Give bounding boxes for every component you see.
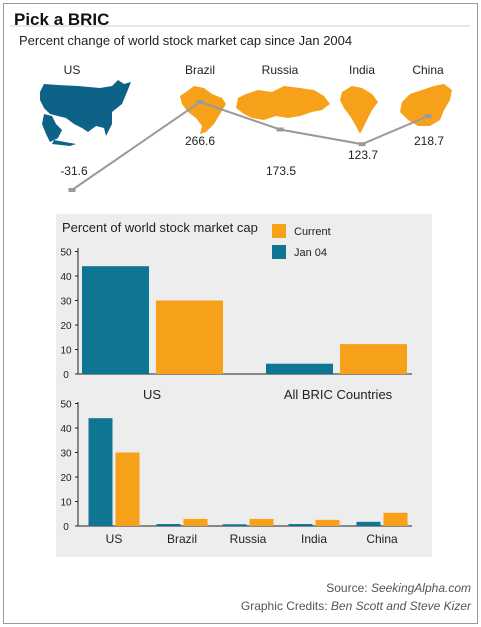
credits-line: Graphic Credits: Ben Scott and Steve Kiz…: [241, 597, 471, 615]
legend-swatch: [272, 245, 286, 259]
percent-change-chart: US -31.6 Brazil 266.6 Russia 173.5 India 123.7 C…: [60, 63, 444, 192]
percent-change-value-label: 218.7: [414, 134, 444, 148]
category-label: US: [106, 532, 123, 546]
brazil-map-icon: [180, 86, 226, 134]
legend-swatch: [272, 224, 286, 238]
bar-chart-market-cap-by-country: 0 10 20 30 40 50 US Brazil Russia India China: [60, 400, 412, 546]
page-subtitle: Percent change of world stock market cap…: [19, 33, 353, 48]
category-label: All BRIC Countries: [284, 387, 393, 402]
source-label: Source:: [326, 581, 368, 595]
bar-jan-04: [266, 363, 333, 374]
bar-jan-04: [222, 524, 247, 526]
us-map-icon: [40, 80, 131, 146]
category-label: US: [143, 387, 161, 402]
bar-current: [315, 519, 340, 526]
bar-current: [115, 452, 140, 526]
category-label: India: [301, 532, 327, 546]
bar-current: [249, 518, 274, 526]
bar-jan-04: [82, 266, 149, 374]
y-tick-label: 20: [60, 321, 72, 332]
percent-change-point: [68, 188, 76, 192]
country-label: Russia: [262, 63, 299, 77]
y-tick-label: 0: [63, 522, 69, 533]
bar-jan-04: [156, 524, 181, 526]
country-maps: [40, 80, 452, 146]
credits: Source: SeekingAlpha.com Graphic Credits…: [241, 579, 471, 615]
percent-change-value-label: -31.6: [60, 164, 88, 178]
india-map-icon: [340, 86, 378, 134]
bar-current: [340, 344, 407, 374]
percent-change-value-label: 173.5: [266, 164, 296, 178]
y-tick-label: 10: [60, 346, 72, 357]
category-label: Brazil: [167, 532, 197, 546]
credits-value: Ben Scott and Steve Kizer: [330, 599, 471, 613]
y-tick-label: 0: [63, 370, 69, 381]
country-label: China: [412, 63, 444, 77]
russia-map-icon: [236, 86, 330, 120]
china-map-icon: [400, 84, 452, 126]
percent-change-value-label: 123.7: [348, 148, 378, 162]
y-tick-label: 50: [60, 248, 72, 259]
country-label: Brazil: [185, 63, 215, 77]
country-label: US: [64, 63, 81, 77]
percent-change-point: [424, 114, 432, 119]
y-tick-label: 10: [60, 498, 72, 509]
y-tick-label: 30: [60, 449, 72, 460]
percent-change-value-label: 266.6: [185, 134, 215, 148]
y-tick-label: 30: [60, 297, 72, 308]
y-tick-label: 40: [60, 424, 72, 435]
bar-jan-04: [288, 524, 313, 526]
credits-label: Graphic Credits:: [240, 599, 328, 613]
bar-current: [383, 512, 408, 526]
bar-jan-04: [88, 418, 113, 526]
percent-change-point: [358, 142, 366, 147]
chart-title: Percent of world stock market cap: [62, 220, 258, 235]
percent-change-point: [276, 127, 284, 132]
legend-label: Jan 04: [294, 247, 327, 259]
country-label: India: [349, 63, 375, 77]
legend-label: Current: [294, 226, 331, 238]
y-tick-label: 50: [60, 400, 72, 411]
y-tick-label: 40: [60, 272, 72, 283]
page-title: Pick a BRIC: [14, 10, 110, 29]
source-line: Source: SeekingAlpha.com: [241, 579, 471, 597]
y-tick-label: 20: [60, 473, 72, 484]
bar-current: [156, 300, 223, 374]
percent-change-point: [196, 100, 204, 104]
category-label: China: [366, 532, 398, 546]
category-label: Russia: [230, 532, 267, 546]
bar-current: [183, 518, 208, 526]
source-value: SeekingAlpha.com: [370, 581, 471, 595]
bar-jan-04: [356, 521, 381, 526]
bar-chart-market-cap-summary: Percent of world stock market cap 0 10 20 30…: [60, 220, 412, 402]
